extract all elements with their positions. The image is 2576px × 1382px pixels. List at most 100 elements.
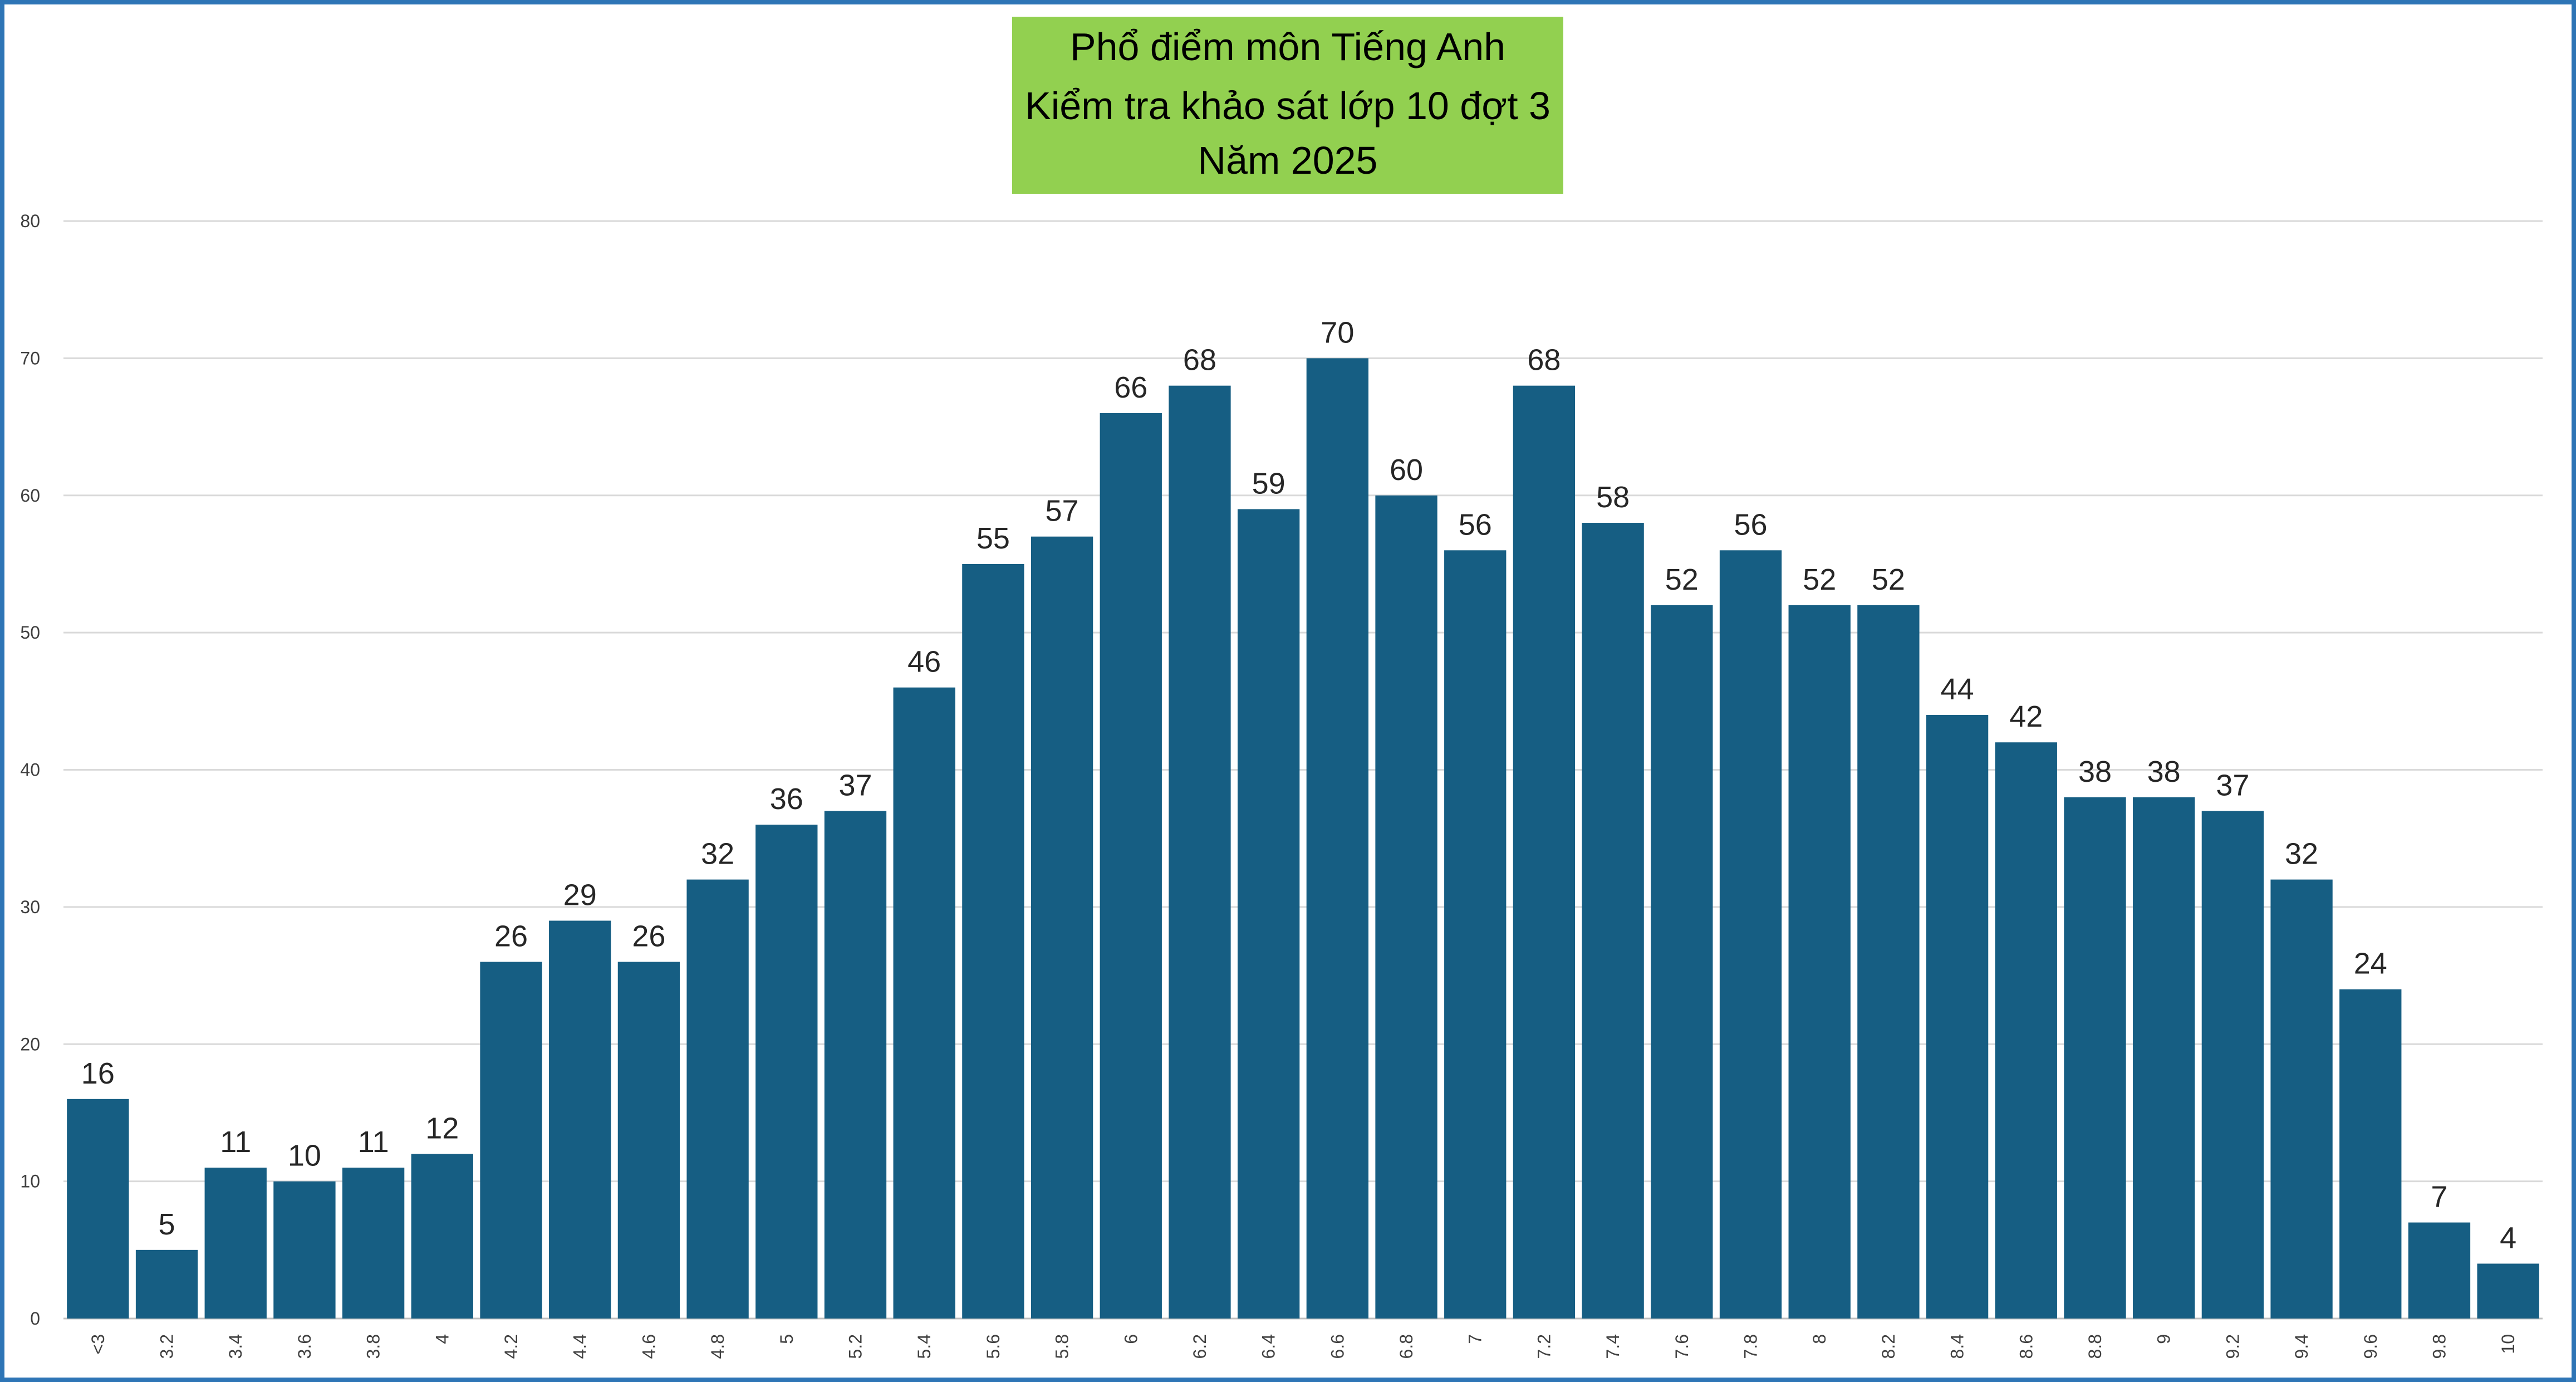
bar-26: [1857, 605, 1920, 1319]
y-tick-label: 10: [20, 1172, 40, 1192]
bar-9: [686, 879, 749, 1319]
data-label: 42: [2009, 700, 2043, 733]
x-tick-label: 5.8: [1052, 1334, 1072, 1359]
x-tick-label: 10: [2498, 1334, 2518, 1354]
bar-14: [1031, 536, 1093, 1319]
chart-title-box: [1012, 17, 1563, 194]
y-tick-label: 20: [20, 1034, 40, 1054]
data-label: 52: [1665, 563, 1699, 596]
bar-12: [893, 687, 955, 1319]
x-tick-label: 7.2: [1534, 1334, 1554, 1359]
data-label: 26: [494, 919, 528, 953]
bar-31: [2201, 811, 2264, 1319]
data-label: 37: [838, 768, 872, 802]
bar-23: [1651, 605, 1713, 1319]
data-label: 59: [1252, 467, 1285, 500]
y-axis-tick-labels: 0 10 20 30 40 50 60 70 80: [20, 211, 40, 1329]
data-label: 11: [358, 1125, 389, 1159]
bars: [67, 358, 2539, 1319]
y-tick-label: 80: [20, 211, 40, 231]
x-tick-label: 6.6: [1327, 1334, 1347, 1359]
x-tick-label: 3.2: [157, 1334, 177, 1359]
bar-15: [1100, 413, 1162, 1319]
y-tick-label: 70: [20, 348, 40, 368]
x-tick-label: 6.4: [1259, 1334, 1279, 1359]
bar-8: [617, 962, 680, 1319]
data-label: 68: [1183, 344, 1216, 377]
data-label: 32: [701, 837, 734, 871]
bar-18: [1306, 358, 1369, 1319]
bar-28: [1995, 742, 2057, 1319]
x-tick-label: 5.4: [914, 1334, 934, 1359]
x-tick-label: 4.8: [708, 1334, 728, 1359]
chart-title-line-3: Năm 2025: [1198, 139, 1378, 182]
data-label: 7: [2431, 1180, 2447, 1214]
data-label: 5: [159, 1208, 175, 1241]
bar-6: [480, 962, 542, 1319]
bar-17: [1237, 509, 1300, 1319]
bar-1: [135, 1249, 198, 1319]
data-label: 56: [1734, 508, 1767, 541]
bar-5: [411, 1154, 473, 1319]
bar-20: [1444, 550, 1507, 1319]
bar-22: [1582, 523, 1644, 1319]
data-label: 56: [1459, 508, 1492, 541]
bar-2: [204, 1167, 267, 1319]
y-tick-label: 50: [20, 623, 40, 643]
data-label: 58: [1596, 481, 1630, 514]
bar-25: [1788, 605, 1851, 1319]
x-tick-label: 9: [2154, 1334, 2174, 1344]
data-label: 44: [1941, 673, 1974, 706]
data-label: 66: [1114, 371, 1147, 404]
x-tick-label: 8.6: [2016, 1334, 2036, 1359]
bar-10: [755, 825, 818, 1319]
x-tick-label: 8.2: [1878, 1334, 1898, 1359]
bar-30: [2133, 797, 2195, 1319]
data-labels: 16 5 11 10 11 12 26 29 26 32 36 37 46 55 57 66 68 59 70 60 5…: [81, 316, 2516, 1254]
bar-33: [2339, 989, 2402, 1319]
data-label: 68: [1527, 344, 1561, 377]
bar-35: [2477, 1263, 2539, 1319]
x-tick-label: 5: [777, 1334, 797, 1344]
x-tick-label: 6.8: [1396, 1334, 1416, 1359]
data-label: 38: [2078, 755, 2112, 788]
bar-19: [1375, 495, 1437, 1319]
x-tick-label: 9.6: [2361, 1334, 2381, 1359]
x-tick-label: 6: [1121, 1334, 1141, 1344]
data-label: 16: [81, 1057, 115, 1090]
data-label: 37: [2216, 768, 2249, 802]
data-label: 52: [1872, 563, 1905, 596]
bar-4: [342, 1167, 405, 1319]
bar-21: [1513, 385, 1576, 1319]
x-tick-label: 9.2: [2222, 1334, 2243, 1359]
gridlines: [63, 220, 2543, 1320]
x-tick-label: 3.8: [364, 1334, 384, 1359]
x-tick-label: 7: [1465, 1334, 1485, 1344]
x-tick-label: 9.8: [2429, 1334, 2449, 1359]
data-label: 46: [907, 645, 941, 679]
x-tick-label: 8.8: [2085, 1334, 2105, 1359]
bar-11: [824, 811, 887, 1319]
data-label: 4: [2500, 1221, 2516, 1254]
data-label: 55: [977, 522, 1010, 555]
bar-27: [1926, 714, 1989, 1319]
data-label: 52: [1803, 563, 1836, 596]
x-tick-label: 7.6: [1672, 1334, 1692, 1359]
bar-7: [549, 920, 611, 1319]
y-tick-label: 30: [20, 897, 40, 917]
x-axis-tick-labels: <3 3.2 3.4 3.6 3.8 4 4.2 4.4 4.6 4.8 5 5.2 5.4 5.6 5.8…: [88, 1334, 2518, 1359]
x-tick-label: 5.2: [845, 1334, 865, 1359]
data-label: 12: [425, 1111, 459, 1145]
data-label: 29: [563, 879, 597, 912]
data-label: 36: [770, 782, 803, 816]
data-label: 11: [220, 1125, 251, 1159]
y-tick-label: 0: [30, 1309, 40, 1329]
bar-3: [273, 1181, 336, 1319]
bar-24: [1719, 550, 1782, 1319]
bar-34: [2408, 1222, 2471, 1319]
x-tick-label: 5.6: [983, 1334, 1003, 1359]
x-tick-label: 7.4: [1603, 1334, 1623, 1359]
x-tick-label: 3.6: [295, 1334, 315, 1359]
data-label: 38: [2147, 755, 2181, 788]
